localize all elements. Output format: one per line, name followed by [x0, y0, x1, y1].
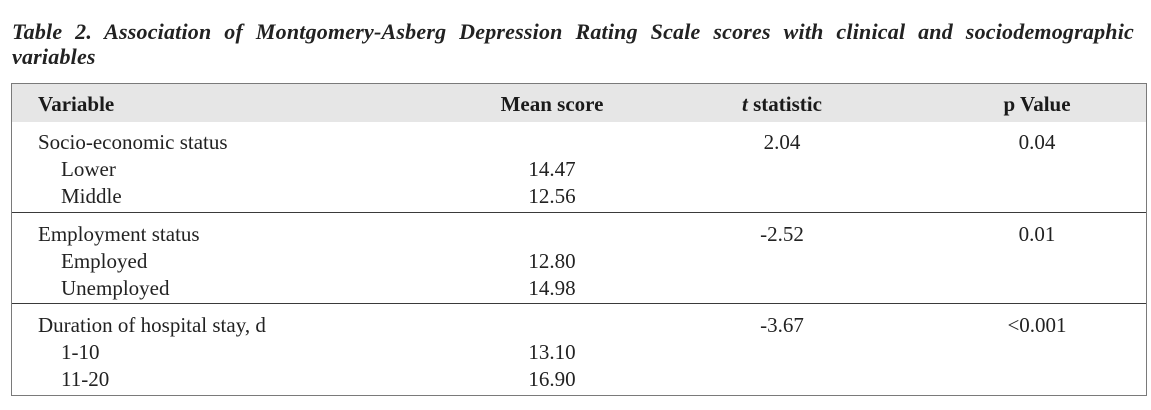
p-value: 0.01 — [1018, 222, 1056, 246]
mean-score-value: 14.47 — [528, 157, 576, 181]
group-label: Duration of hospital stay, d — [38, 313, 266, 337]
data-table: Variable Mean score t statistic p Value … — [11, 83, 1147, 396]
row-label: 11-20 — [61, 367, 110, 391]
mean-score-value: 16.90 — [528, 367, 576, 391]
group-label: Socio-economic status — [38, 130, 228, 154]
row-label: 1-10 — [61, 340, 100, 364]
group-label: Employment status — [38, 222, 200, 246]
p-value: <0.001 — [1007, 313, 1067, 337]
row-divider — [12, 212, 1146, 213]
mean-score-value: 13.10 — [528, 340, 576, 364]
row-label: Lower — [61, 157, 116, 181]
mean-score-value: 12.56 — [528, 184, 576, 208]
caption-label: Table 2. — [12, 19, 93, 44]
header-mean-score: Mean score — [500, 92, 604, 116]
t-statistic-value: 2.04 — [763, 130, 801, 154]
mean-score-value: 12.80 — [528, 249, 576, 273]
t-statistic-value: -2.52 — [760, 222, 804, 246]
t-statistic-value: -3.67 — [760, 313, 804, 337]
header-t-letter: t — [742, 92, 748, 116]
row-label: Middle — [61, 184, 122, 208]
mean-score-value: 14.98 — [528, 276, 576, 300]
header-t-rest: statistic — [747, 92, 822, 116]
header-t-statistic: t statistic — [672, 92, 892, 116]
header-variable: Variable — [38, 92, 115, 116]
table-caption: Table 2. Association of Montgomery-Asber… — [12, 19, 1134, 69]
row-label: Employed — [61, 249, 148, 273]
header-p-value: p Value — [1003, 92, 1071, 116]
row-label: Unemployed — [61, 276, 170, 300]
table-header: Variable Mean score t statistic p Value — [12, 84, 1146, 122]
p-value: 0.04 — [1018, 130, 1056, 154]
row-divider — [12, 303, 1146, 304]
caption-text: Association of Montgomery-Asberg Depress… — [12, 19, 1134, 69]
